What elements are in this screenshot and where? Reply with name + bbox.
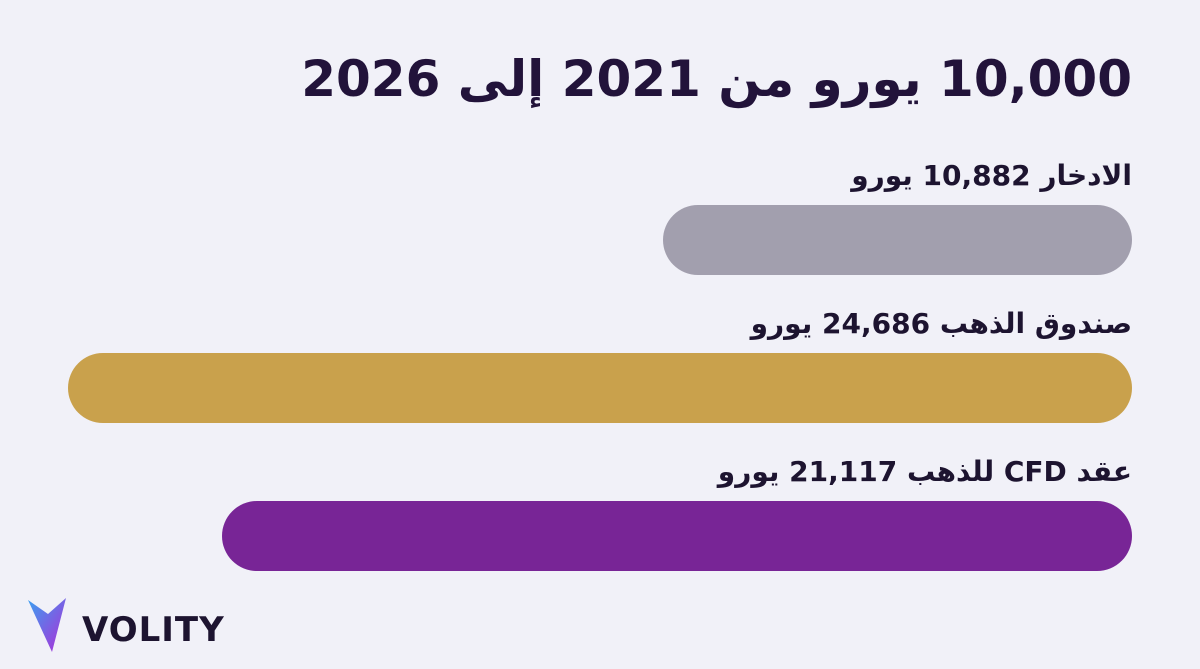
bar-label: صندوق الذهب 24,686 يورو [751, 307, 1132, 340]
bar [662, 205, 1132, 275]
value-label: 21,117 [789, 455, 898, 488]
chart-title: 10,000 يورو من 2021 إلى 2026 [301, 50, 1132, 108]
category-label: الادخار [1040, 159, 1132, 192]
brand-name: VOLITY [82, 610, 225, 650]
bar [221, 501, 1132, 571]
unit-label: يورو [851, 159, 913, 192]
value-label: 24,686 [822, 307, 931, 340]
bar-label: الادخار 10,882 يورو [851, 159, 1132, 192]
unit-label: يورو [717, 455, 780, 488]
unit-label: يورو [750, 307, 813, 340]
category-label: عقد CFD للذهب [906, 455, 1132, 488]
bar-label: عقد CFD للذهب 21,117 يورو [718, 455, 1132, 488]
brand-logo [28, 598, 66, 652]
category-label: صندوق الذهب [939, 307, 1132, 340]
value-label: 10,882 [922, 159, 1031, 192]
bar [68, 353, 1132, 423]
